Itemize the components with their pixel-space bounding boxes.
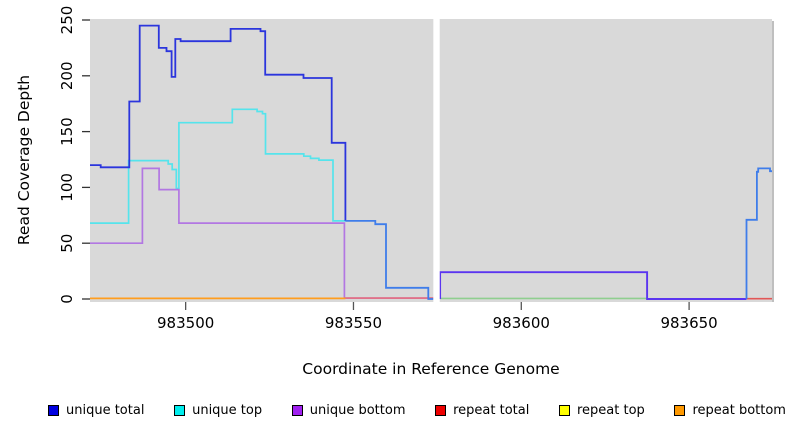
plot-panel: [90, 19, 772, 302]
x-tick-label: 983600: [493, 314, 550, 332]
series-unique-total-left: [90, 24, 347, 221]
series-unique-total-after-gap: [439, 271, 747, 300]
legend-swatch-icon: [48, 404, 59, 416]
series-unique-top: [90, 108, 346, 224]
x-axis-title: Coordinate in Reference Genome: [302, 360, 560, 378]
y-axis-title: Read Coverage Depth: [15, 74, 33, 246]
legend-label: repeat top: [577, 402, 645, 418]
x-tick-label: 983500: [157, 314, 214, 332]
legend-label: repeat total: [453, 402, 530, 418]
legend-swatch-icon: [291, 404, 303, 416]
panel-shadow-right: [772, 21, 774, 302]
legend-item-unique-bottom: unique bottom: [291, 402, 406, 418]
x-tick-label: 983550: [325, 314, 382, 332]
legend-label: unique top: [192, 402, 263, 418]
y-tick-label: 200: [58, 61, 76, 90]
x-tick-label: 983650: [660, 314, 717, 332]
legend-swatch-icon: [174, 404, 186, 416]
legend-label: unique total: [66, 402, 145, 418]
y-tick-label: 0: [58, 294, 76, 304]
legend-label: unique bottom: [309, 402, 406, 418]
legend-item-unique-total: unique total: [48, 403, 144, 418]
series-unique-total-mid: [345, 219, 434, 300]
legend-swatch-icon: [559, 404, 570, 416]
y-tick-label: 150: [58, 117, 76, 146]
series-unique-total-right: [745, 167, 772, 299]
series-unique-bottom: [90, 167, 346, 298]
legend-item-unique-top: unique top: [174, 403, 262, 418]
legend-item-repeat-bottom: repeat bottom: [674, 403, 786, 418]
legend-label: repeat bottom: [692, 402, 786, 418]
no-data-gap: [433, 19, 440, 302]
y-tick-label: 250: [58, 6, 76, 35]
legend-item-repeat-top: repeat top: [559, 403, 645, 418]
legend-swatch-icon: [674, 404, 686, 416]
legend-item-repeat-total: repeat total: [435, 403, 529, 418]
legend: unique total unique top unique bottom repea…: [48, 399, 786, 421]
legend-swatch-icon: [435, 404, 447, 416]
y-tick-label: 100: [58, 173, 76, 202]
y-tick-label: 50: [58, 234, 76, 253]
